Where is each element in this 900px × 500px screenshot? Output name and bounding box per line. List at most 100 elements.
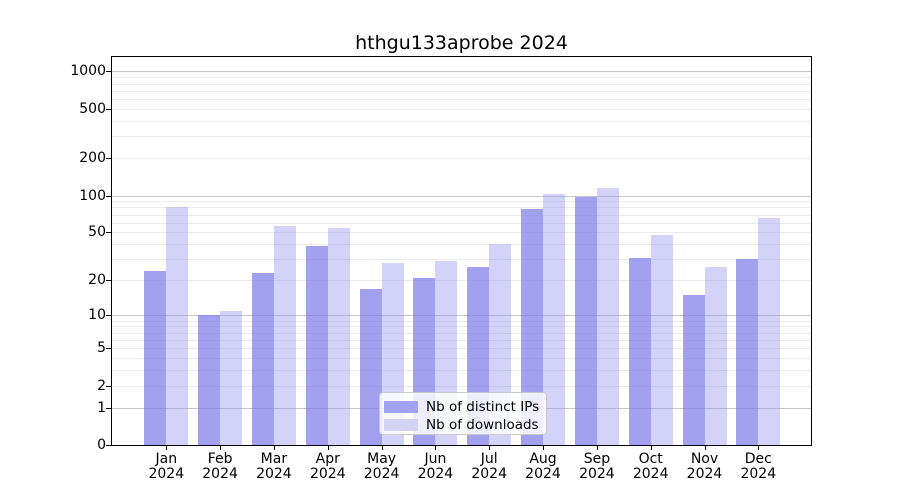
xtick-mark-mar [273, 445, 275, 450]
xtick-month-aug: Aug [529, 451, 557, 467]
xtick-month-feb: Feb [207, 451, 233, 467]
gridline-minor-6 [112, 339, 811, 341]
gridline-minor-300 [112, 136, 811, 138]
xtick-label-feb: Feb 2024 [185, 452, 255, 482]
gridline-minor-4 [112, 358, 811, 359]
xtick-label-aug: Aug 2024 [508, 452, 578, 482]
xtick-year-sep: 2024 [579, 466, 615, 482]
bar-downloads-sep [596, 187, 619, 445]
ytick-mark-200 [106, 158, 112, 160]
gridline-minor-200 [112, 158, 811, 160]
xtick-label-mar: Mar 2024 [239, 452, 309, 482]
bar-ips-dec [736, 259, 759, 445]
bar-ips-apr [305, 245, 328, 445]
xtick-year-jan: 2024 [148, 466, 185, 482]
legend-label-downloads: Nb of downloads [426, 416, 539, 433]
gridline-minor-30 [112, 259, 811, 261]
bar-ips-oct [628, 257, 651, 445]
xtick-label-oct: Oct 2024 [616, 452, 686, 482]
xtick-month-sep: Sep [583, 451, 611, 467]
xtick-mark-feb [220, 445, 222, 450]
bar-ips-aug [521, 209, 543, 445]
gridline-minor-500 [112, 108, 811, 110]
xtick-mark-oct [650, 445, 652, 450]
xtick-label-nov: Nov 2024 [670, 452, 740, 482]
xtick-month-jul: Jul [480, 451, 498, 467]
legend-label-distinct-ips: Nb of distinct IPs [426, 398, 540, 415]
ytick-mark-100 [106, 195, 112, 197]
gridline-major-1000 [112, 71, 811, 73]
gridline-minor-900 [112, 77, 811, 79]
xtick-month-nov: Nov [690, 451, 719, 467]
ytick-mark-500 [106, 108, 112, 110]
gridline-minor-50 [112, 232, 811, 234]
gridline-minor-20 [112, 280, 811, 282]
bar-downloads-oct [650, 234, 673, 445]
xtick-year-aug: 2024 [525, 466, 561, 482]
xtick-year-nov: 2024 [686, 466, 723, 482]
xtick-year-mar: 2024 [256, 466, 292, 482]
bar-downloads-feb [220, 310, 243, 445]
xtick-year-jul: 2024 [471, 466, 507, 482]
ytick-label-1000: 1000 [70, 63, 106, 80]
xtick-mark-jan [166, 445, 168, 450]
gridline-minor-40 [112, 244, 811, 246]
gridline-minor-700 [112, 90, 811, 92]
xtick-month-jun: Jun [424, 451, 447, 467]
xtick-mark-apr [327, 445, 329, 450]
xtick-year-oct: 2024 [632, 466, 669, 482]
xtick-label-may: May 2024 [347, 452, 417, 482]
xtick-year-feb: 2024 [202, 466, 238, 482]
ytick-label-100: 100 [79, 187, 106, 204]
xtick-year-jun: 2024 [417, 466, 454, 482]
gridline-minor-3 [112, 370, 811, 371]
ytick-label-0: 0 [97, 437, 106, 453]
xtick-mark-may [381, 445, 383, 450]
legend-swatch-downloads-icon [384, 418, 418, 431]
bar-downloads-jan [166, 207, 189, 445]
gridline-minor-80 [112, 207, 811, 209]
ytick-mark-0 [106, 445, 112, 446]
bar-downloads-aug [543, 194, 565, 445]
xtick-mark-dec [758, 445, 760, 450]
bar-ips-mar [251, 273, 274, 445]
gridline-minor-5 [112, 348, 811, 350]
gridline-minor-70 [112, 214, 811, 216]
xtick-label-jun: Jun 2024 [400, 452, 470, 482]
gridline-minor-600 [112, 99, 811, 100]
ytick-mark-50 [106, 232, 112, 234]
bar-ips-may [359, 288, 382, 445]
xtick-mark-aug [543, 445, 544, 450]
ytick-mark-5 [106, 348, 112, 350]
ytick-label-5: 5 [97, 340, 106, 357]
bar-downloads-dec [758, 217, 781, 445]
gridline-major-10 [112, 315, 811, 317]
gridline-minor-400 [112, 120, 811, 122]
gridline-minor-9 [112, 320, 811, 322]
xtick-year-apr: 2024 [309, 466, 346, 482]
ytick-mark-2 [106, 385, 112, 387]
xtick-mark-sep [596, 445, 598, 450]
gridline-minor-7 [112, 332, 811, 334]
ytick-label-2: 2 [97, 377, 106, 394]
ytick-label-1: 1 [97, 399, 106, 416]
legend-item-downloads: Nb of downloads [384, 416, 546, 433]
xtick-month-may: May [367, 451, 397, 467]
ytick-mark-1000 [106, 71, 112, 73]
bar-ips-nov [682, 295, 705, 445]
xtick-month-jan: Jan [155, 451, 178, 467]
bar-ips-feb [198, 315, 221, 445]
gridline-minor-8 [112, 326, 811, 328]
ytick-mark-20 [106, 280, 112, 282]
legend-swatch-distinct-ips-icon [384, 400, 418, 413]
legend-item-distinct-ips: Nb of distinct IPs [384, 398, 546, 415]
ytick-mark-10 [106, 315, 112, 317]
xtick-year-may: 2024 [363, 466, 400, 482]
xtick-month-oct: Oct [638, 451, 663, 467]
gridline-major-100 [112, 195, 811, 197]
ytick-label-50: 50 [88, 224, 106, 241]
ytick-label-200: 200 [79, 150, 106, 167]
xtick-mark-jul [489, 445, 491, 450]
xtick-year-dec: 2024 [740, 466, 777, 482]
